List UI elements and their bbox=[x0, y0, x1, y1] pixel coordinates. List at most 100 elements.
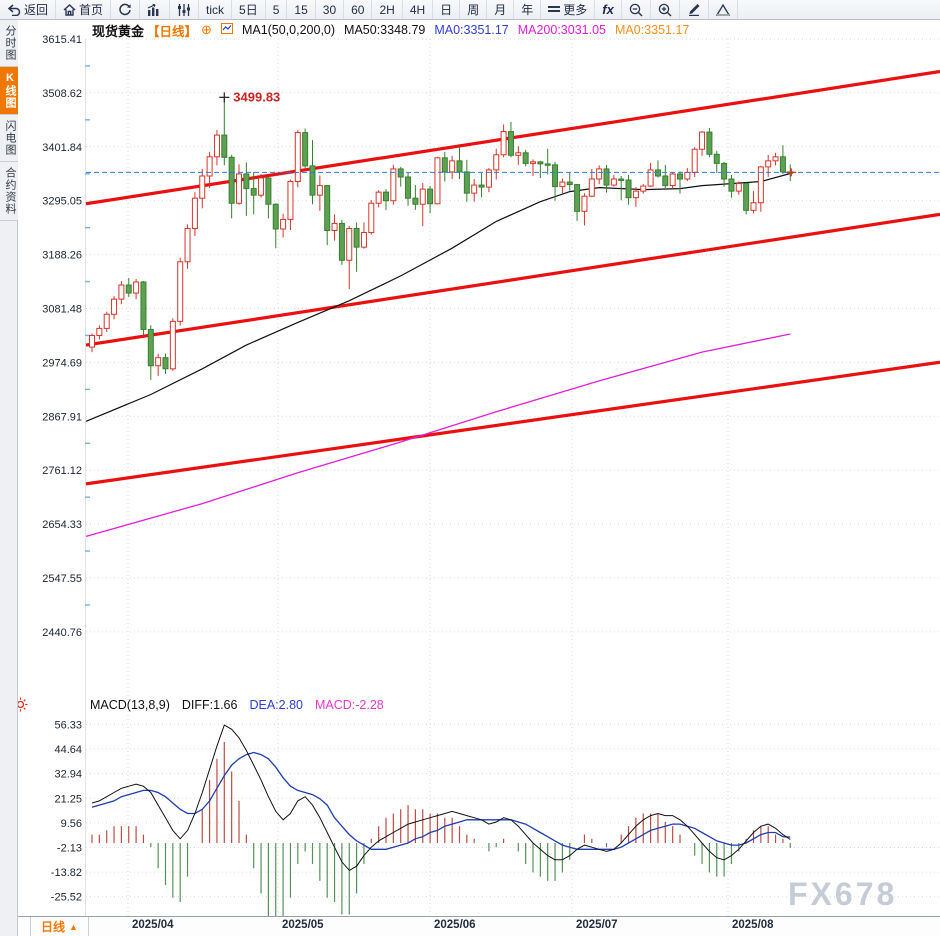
sidebar-tab-contract-info[interactable]: 合约资料 bbox=[0, 162, 18, 221]
indicators-icon bbox=[177, 3, 191, 16]
svg-text:3295.05: 3295.05 bbox=[42, 196, 82, 208]
zoom-out-icon bbox=[629, 3, 643, 17]
period-selector[interactable]: 日线 ▲ bbox=[30, 917, 89, 936]
draw-icon bbox=[687, 3, 701, 16]
svg-text:-2.13: -2.13 bbox=[57, 842, 82, 854]
shapes-icon bbox=[715, 3, 730, 16]
more-icon bbox=[548, 5, 561, 15]
svg-text:9.56: 9.56 bbox=[61, 818, 82, 830]
svg-text:3188.26: 3188.26 bbox=[42, 250, 82, 262]
toolbar-button-draw[interactable] bbox=[680, 0, 709, 19]
toolbar-button-zoom-out[interactable] bbox=[622, 0, 651, 19]
svg-text:2654.33: 2654.33 bbox=[42, 519, 82, 531]
toolbar-button-refresh[interactable] bbox=[111, 0, 141, 19]
toolbar-button-4h[interactable]: 4H bbox=[403, 0, 434, 19]
macd-dea-value: DEA:2.80 bbox=[249, 698, 303, 712]
x-axis-label-2025-07: 2025/07 bbox=[576, 919, 618, 931]
sidebar-tab-time-chart[interactable]: 分时图 bbox=[0, 20, 18, 67]
toolbar-button-shapes[interactable] bbox=[709, 0, 738, 19]
svg-text:21.25: 21.25 bbox=[54, 793, 82, 805]
chart-header: 现货黄金 【日线】 ⊕ MA1(50,0,200,0) MA50:3348.79… bbox=[92, 22, 690, 39]
toolbar-button-fx[interactable]: fx bbox=[595, 0, 622, 19]
x-axis-label-2025-04: 2025/04 bbox=[132, 919, 174, 931]
toolbar-label-4h: 4H bbox=[409, 2, 426, 17]
toolbar-label-fx: fx bbox=[602, 2, 614, 17]
svg-text:2867.91: 2867.91 bbox=[42, 411, 82, 423]
ma0-orange-value: MA0:3351.17 bbox=[614, 23, 690, 37]
sidebar-tab-kline-chart[interactable]: K线图 bbox=[0, 67, 18, 115]
period-tag: 【日线】 bbox=[147, 24, 198, 39]
toolbar-label-more: 更多 bbox=[563, 3, 588, 17]
sidebar-tab-flash-chart[interactable]: 闪电图 bbox=[0, 115, 18, 162]
toolbar-label-60m: 60 bbox=[351, 2, 365, 17]
svg-text:2547.55: 2547.55 bbox=[42, 573, 82, 585]
svg-text:3081.48: 3081.48 bbox=[42, 304, 82, 316]
svg-text:32.94: 32.94 bbox=[54, 769, 82, 781]
macd-macd-value: MACD:-2.28 bbox=[314, 698, 384, 712]
toolbar-button-zoom-in[interactable] bbox=[651, 0, 680, 19]
toolbar-label-day: 日 bbox=[440, 3, 453, 17]
add-compare-icon[interactable]: ⊕ bbox=[201, 22, 212, 37]
toolbar-label-month: 月 bbox=[494, 3, 507, 17]
chart-type-icon bbox=[147, 3, 162, 16]
toolbar-button-chart-type[interactable] bbox=[140, 0, 171, 19]
toolbar-button-5d[interactable]: 5日 bbox=[232, 0, 266, 19]
ma50-line bbox=[85, 172, 791, 422]
instrument-name: 现货黄金 bbox=[92, 23, 145, 39]
x-axis-label-2025-08: 2025/08 bbox=[732, 919, 774, 931]
toolbar-button-home[interactable]: 首页 bbox=[56, 0, 112, 19]
toolbar-label-week: 周 bbox=[467, 3, 480, 17]
x-axis-label-2025-06: 2025/06 bbox=[434, 919, 476, 931]
toolbar-button-back[interactable]: 返回 bbox=[0, 0, 57, 19]
brand-watermark: FX678 bbox=[788, 876, 898, 912]
toolbar-button-year[interactable]: 年 bbox=[514, 0, 542, 19]
ma200-value: MA200:3031.05 bbox=[517, 23, 606, 37]
price-axis-labels: 3615.41 3508.62 3401.84 3295.05 3188.26 3081.… bbox=[42, 34, 90, 639]
refresh-icon bbox=[118, 3, 132, 16]
toolbar-label-home: 首页 bbox=[79, 3, 104, 17]
toolbar-button-week[interactable]: 周 bbox=[460, 0, 488, 19]
toolbar-button-15m[interactable]: 15 bbox=[287, 0, 316, 19]
macd-panel: 56.33 44.64 32.94 21.25 9.56 -2.13 -13.82 -25.5… bbox=[51, 719, 940, 932]
period-label: 日线 bbox=[41, 920, 66, 934]
toolbar-button-more[interactable]: 更多 bbox=[541, 0, 596, 19]
svg-text:3401.84: 3401.84 bbox=[42, 142, 82, 154]
peak-price-annotation: 3499.83 bbox=[233, 89, 280, 104]
toolbar-button-month[interactable]: 月 bbox=[487, 0, 515, 19]
ma0-blue-value: MA0:3351.17 bbox=[434, 23, 509, 37]
toolbar-button-30m[interactable]: 30 bbox=[316, 0, 345, 19]
svg-text:56.33: 56.33 bbox=[54, 719, 82, 731]
price-overlays: 3499.83 bbox=[86, 89, 940, 177]
toolbar-button-5m[interactable]: 5 bbox=[266, 0, 288, 19]
toolbar-label-15m: 15 bbox=[294, 2, 308, 17]
toolbar-label-back: 返回 bbox=[24, 3, 49, 17]
toolbar-label-5d: 5日 bbox=[239, 3, 258, 17]
x-axis-label-2025-05: 2025/05 bbox=[282, 919, 324, 931]
macd-diff-value: DIFF:1.66 bbox=[181, 698, 238, 712]
ma200-line bbox=[85, 333, 791, 538]
toolbar-button-60m[interactable]: 60 bbox=[344, 0, 373, 19]
svg-text:2440.76: 2440.76 bbox=[42, 627, 82, 639]
macd-header: MACD(13,8,9) DIFF:1.66 DEA:2.80 MACD:-2.… bbox=[90, 698, 384, 712]
zoom-in-icon bbox=[658, 3, 672, 17]
ma-settings-label: MA1(50,0,200,0) bbox=[241, 23, 336, 37]
home-icon bbox=[63, 3, 76, 16]
svg-text:2974.69: 2974.69 bbox=[42, 357, 82, 369]
triangle-up-icon: ▲ bbox=[69, 921, 78, 932]
left-sidebar: 分时图 K线图 闪电图 合约资料 bbox=[0, 20, 18, 936]
ma-panel-icon[interactable] bbox=[220, 23, 233, 37]
time-axis-bar: 日线 ▲ 2025/04 2025/05 2025/06 2025/07 2025/08 bbox=[18, 916, 940, 936]
candlestick-series bbox=[89, 97, 794, 380]
toolbar-label-5m: 5 bbox=[272, 2, 280, 17]
svg-text:3615.41: 3615.41 bbox=[42, 34, 82, 46]
toolbar-button-2h[interactable]: 2H bbox=[372, 0, 403, 19]
toolbar-button-tick[interactable]: tick bbox=[199, 0, 233, 19]
top-toolbar: 返回 首页 tick 5日 5 15 30 60 2H 4H 日周月年 更多 fx bbox=[0, 0, 940, 20]
svg-text:44.64: 44.64 bbox=[54, 744, 82, 756]
toolbar-label-2h: 2H bbox=[379, 2, 395, 17]
svg-text:-25.52: -25.52 bbox=[51, 892, 82, 904]
toolbar-button-day[interactable]: 日 bbox=[433, 0, 461, 19]
toolbar-button-indicators[interactable] bbox=[170, 0, 200, 19]
